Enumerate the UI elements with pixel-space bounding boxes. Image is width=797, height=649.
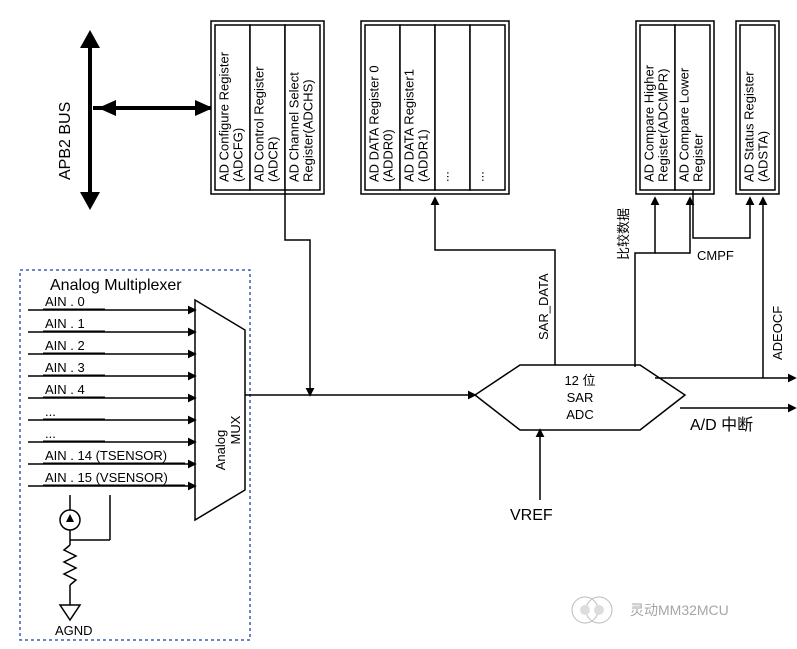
register-label: AD Configure Register (217, 51, 232, 182)
cmpf-wire (693, 190, 750, 238)
register-label-2: (ADCR) (266, 137, 281, 183)
compare-label: 比较数据 (616, 208, 631, 260)
adc-l2: SAR (567, 390, 594, 405)
ain-label: AIN . 1 (45, 316, 85, 331)
compare-up-wire-2 (655, 198, 690, 253)
compare-up-wire-1 (635, 198, 655, 367)
agnd-label: AGND (55, 623, 93, 638)
cmpf-label: CMPF (697, 248, 734, 263)
register-label: ... (437, 171, 452, 182)
ain-label: AIN . 0 (45, 294, 85, 309)
register-box (435, 25, 470, 190)
vref-label: VREF (510, 507, 553, 524)
register-label-2: Register(ADCHS) (301, 79, 316, 182)
bus-label: APB2 BUS (57, 102, 74, 180)
vsensor-circuit: AGND (55, 495, 110, 638)
register-label: AD Compare Lower (677, 67, 692, 182)
watermark-text: 灵动MM32MCU (630, 602, 729, 618)
ain-label: AIN . 2 (45, 338, 85, 353)
mux-label-2: MUX (228, 415, 243, 444)
adeocf-label: ADEOCF (770, 306, 785, 360)
ain-label: ... (45, 426, 56, 441)
mux-shape (195, 300, 245, 520)
register-label-2: Register (691, 133, 706, 182)
ain-label: AIN . 15 (VSENSOR) (45, 470, 168, 485)
mux-label-1: Analog (213, 430, 228, 470)
register-label: AD Compare Higher (642, 64, 657, 182)
ctrl-down-wire (285, 190, 310, 395)
ain-label: AIN . 3 (45, 360, 85, 375)
interrupt-label: A/D 中断 (690, 416, 753, 434)
ain-inputs: AIN . 0 AIN . 1 AIN . 2 AIN . 3 AIN . 4.....… (28, 294, 195, 486)
ain-label: AIN . 4 (45, 382, 85, 397)
ain-label: AIN . 14 (TSENSOR) (45, 448, 167, 463)
register-label-2: (ADCFG) (231, 128, 246, 182)
register-label: AD DATA Register 0 (367, 65, 382, 182)
ain-label: ... (45, 404, 56, 419)
register-label-2: (ADDR1) (416, 129, 431, 182)
register-label: AD DATA Register1 (402, 69, 417, 182)
mux-title: Analog Multiplexer (50, 277, 182, 294)
register-label: ... (472, 171, 487, 182)
register-label: AD Status Register (742, 71, 757, 182)
register-label-2: Register(ADCMPR) (656, 69, 671, 182)
register-blocks: AD Configure Register(ADCFG) AD Control R… (211, 21, 779, 194)
watermark: 灵动MM32MCU (572, 597, 729, 623)
adc-l1: 12 位 (564, 373, 595, 388)
register-box (470, 25, 505, 190)
register-label-2: (ADDR0) (381, 129, 396, 182)
adc-l3: ADC (566, 407, 593, 422)
register-label-2: (ADSTA) (756, 131, 771, 182)
apb2-bus: APB2 BUS (57, 30, 100, 210)
register-label: AD Channel Select (287, 72, 302, 182)
register-label: AD Control Register (252, 66, 267, 182)
sardata-label: SAR_DATA (536, 273, 551, 340)
